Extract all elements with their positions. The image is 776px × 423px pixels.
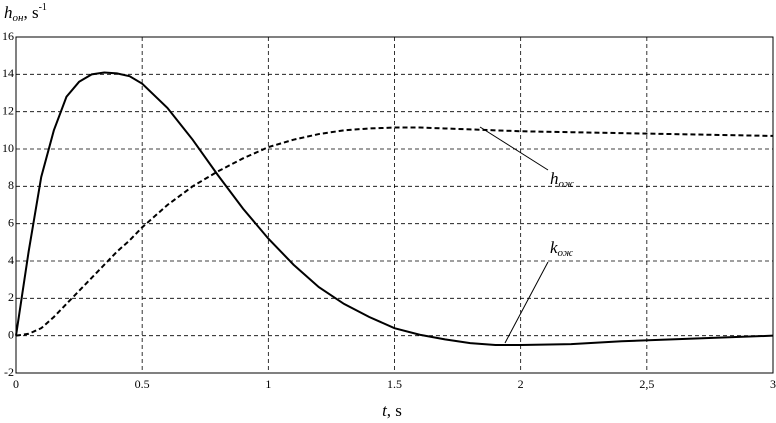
curve-label-main: k <box>550 238 558 257</box>
y-label: hон, s-1 <box>4 2 47 23</box>
curve-label: kож <box>550 238 574 259</box>
x-label: t, s <box>382 401 402 420</box>
x-tick-label: 0 <box>13 377 19 391</box>
y-tick-label: 14 <box>2 66 14 80</box>
x-tick-label: 0.5 <box>135 377 150 391</box>
y-label-unit: , s <box>23 3 38 22</box>
y-tick-label: 6 <box>8 215 14 229</box>
y-label-main: h <box>4 3 13 22</box>
y-tick-label: 10 <box>2 141 14 155</box>
curve-label-sub: ож <box>558 247 574 259</box>
curve-label-sub: ож <box>559 178 575 190</box>
y-label-sup: -1 <box>39 2 47 13</box>
annotation-arrow <box>479 126 549 171</box>
annotation-arrow <box>504 261 549 344</box>
y-tick-label: 16 <box>2 29 14 43</box>
data-line <box>15 71 774 346</box>
y-tick-label: 0 <box>8 327 14 341</box>
y-tick-label: 8 <box>8 178 14 192</box>
y-label-sub: он <box>13 12 25 24</box>
x-tick-label: 2 <box>518 377 524 391</box>
y-tick-label: 2 <box>8 290 14 304</box>
curve-label-main: h <box>550 169 559 188</box>
x-tick-label: 2,5 <box>639 377 654 391</box>
x-label-unit: , s <box>387 401 402 420</box>
y-tick-label: 4 <box>8 253 14 267</box>
y-tick-label: 12 <box>2 103 14 117</box>
x-tick-label: 1.5 <box>387 377 402 391</box>
x-tick-label: 1 <box>265 377 271 391</box>
x-label-main: t <box>382 401 388 420</box>
x-tick-label: 3 <box>770 377 776 391</box>
y-tick-label: -2 <box>4 365 14 379</box>
